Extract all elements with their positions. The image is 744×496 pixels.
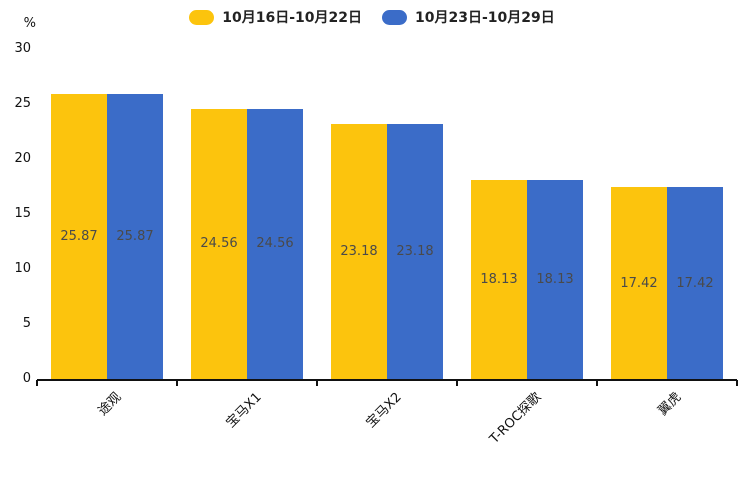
legend-item-label: 10月16日-10月22日	[222, 10, 362, 26]
bar-value-label: 24.56	[256, 236, 294, 252]
legend-swatch-icon	[189, 9, 215, 25]
y-tick-label: 5	[22, 316, 31, 331]
x-category-label: 翼虎	[655, 389, 685, 419]
bar-T-ROC探歌-series-1: 18.13	[471, 179, 527, 379]
legend-item-label: 10月23日-10月29日	[415, 10, 555, 26]
x-axis-tick	[316, 380, 318, 386]
bar-翼虎-series-1: 17.42	[611, 187, 667, 379]
bar-value-label: 23.18	[340, 244, 378, 259]
x-category-label: 途观	[95, 389, 125, 419]
x-category-label: 宝马X1	[223, 389, 265, 431]
bar-value-label: 23.18	[396, 244, 434, 259]
x-axis-tick	[36, 380, 38, 386]
y-tick-label: 0	[22, 371, 31, 386]
bar-途观-series-1: 25.87	[51, 94, 107, 379]
bar-T-ROC探歌-series-2: 18.13	[527, 179, 583, 379]
x-category-label: T-ROC探歌	[487, 389, 545, 447]
bar-宝马X2-series-2: 23.18	[387, 124, 443, 379]
y-tick-label: 15	[14, 206, 31, 221]
bar-途观-series-2: 25.87	[107, 94, 163, 379]
legend-item-series-2[interactable]: 10月23日-10月29日	[382, 7, 555, 27]
legend-swatch-icon	[382, 9, 407, 25]
bar-翼虎-series-2: 17.42	[667, 187, 723, 379]
x-axis-tick	[596, 380, 598, 386]
x-category-label: 宝马X2	[363, 389, 405, 431]
legend: 10月16日-10月22日 10月23日-10月29日	[0, 7, 744, 27]
bar-value-label: 17.42	[676, 275, 714, 291]
y-tick-label: 10	[14, 261, 31, 276]
y-tick-label: 20	[14, 151, 31, 166]
bar-value-label: 24.56	[200, 236, 238, 252]
y-tick-label: 25	[14, 96, 31, 111]
y-axis-unit-label: %	[23, 16, 36, 31]
bar-value-label: 25.87	[60, 229, 98, 245]
y-tick-label: 30	[14, 41, 31, 56]
x-axis-tick	[456, 380, 458, 386]
bar-value-label: 17.42	[620, 275, 658, 291]
bar-宝马X2-series-1: 23.18	[331, 124, 387, 379]
x-axis-line	[37, 379, 737, 381]
bar-宝马X1-series-1: 24.56	[191, 108, 247, 379]
x-axis-tick	[736, 380, 738, 386]
bar-宝马X1-series-2: 24.56	[247, 108, 303, 379]
bar-value-label: 18.13	[480, 271, 518, 287]
x-axis-tick	[176, 380, 178, 386]
bar-value-label: 25.87	[116, 229, 154, 245]
bar-value-label: 18.13	[536, 271, 574, 287]
legend-item-series-1[interactable]: 10月16日-10月22日	[189, 7, 362, 27]
